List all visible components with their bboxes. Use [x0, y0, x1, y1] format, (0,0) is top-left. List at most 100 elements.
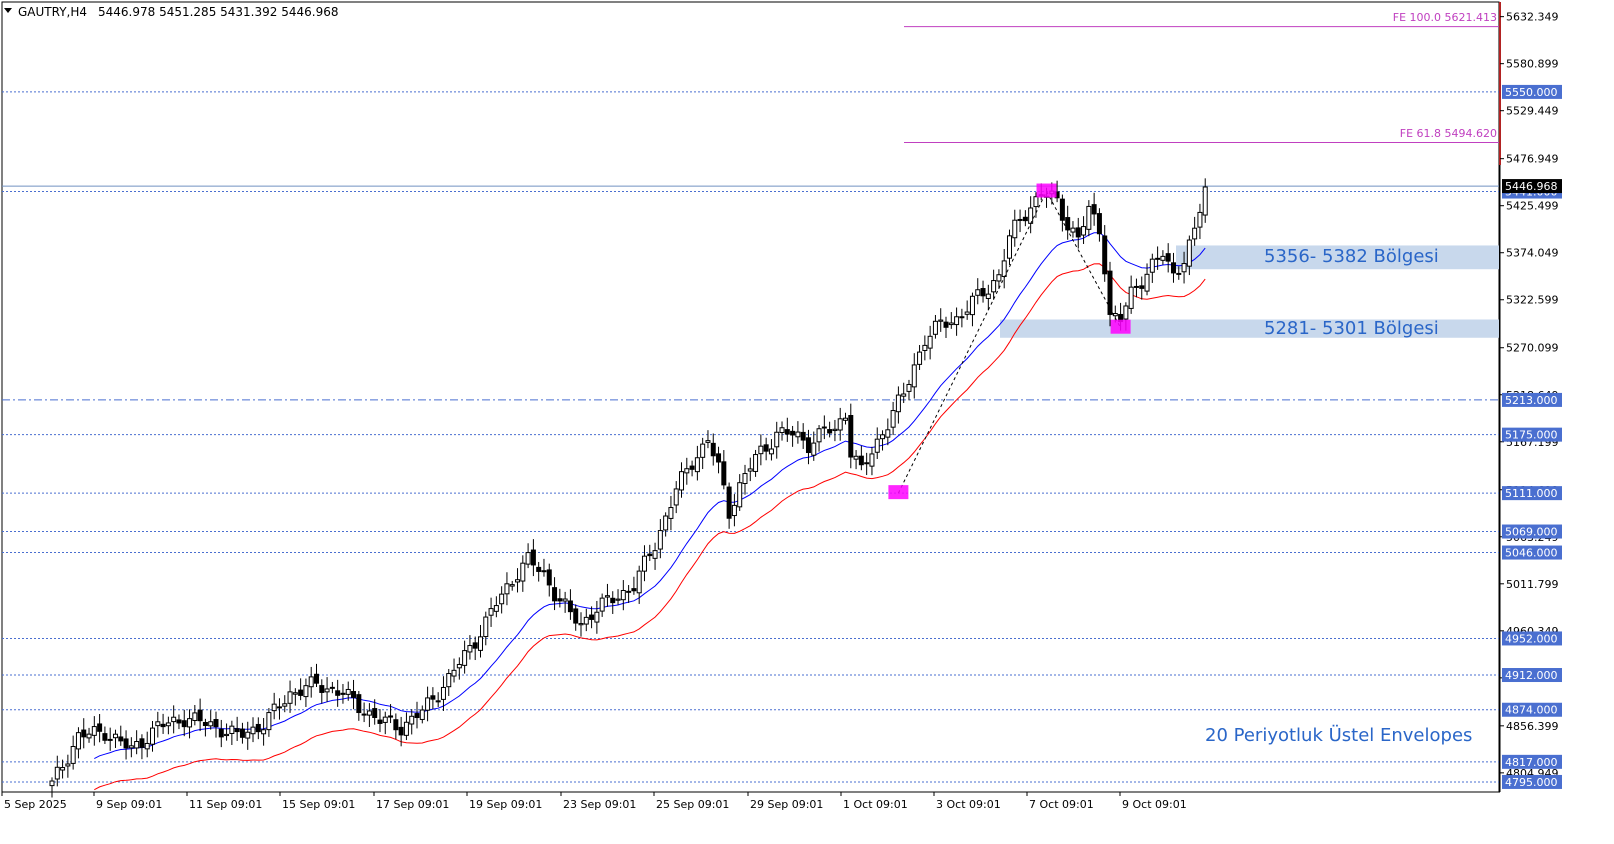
level-tag-label: 4912.000: [1505, 669, 1558, 682]
candle-body: [488, 608, 494, 616]
time-tick-label: 5 Sep 2025: [4, 798, 67, 811]
candle-body: [509, 584, 515, 587]
candle-body: [562, 598, 568, 602]
candle-body: [536, 566, 542, 572]
candle-body: [1160, 255, 1166, 261]
candle-body: [959, 316, 965, 319]
candle-body: [901, 393, 907, 397]
time-axis: 5 Sep 2025 9 Sep 09:01 11 Sep 09:01 15 Sep …: [1, 791, 1500, 811]
candle-body: [652, 550, 658, 559]
candle-body: [673, 488, 679, 506]
candle: [604, 583, 610, 607]
swing-marker-2: [1110, 319, 1131, 334]
candle-body: [303, 685, 309, 698]
candle-body: [821, 426, 827, 429]
current-price-tag-label: 5446.968: [1505, 180, 1558, 193]
candle: [1170, 252, 1176, 283]
candle: [462, 640, 468, 674]
fibo-layer: [904, 26, 1499, 144]
candle: [1160, 250, 1166, 265]
candle-body: [197, 709, 203, 722]
candle: [1165, 243, 1171, 273]
candle-body: [922, 344, 928, 351]
candle-body: [1091, 204, 1097, 215]
candle-body: [1102, 235, 1108, 275]
time-tick-label: 1 Oct 09:01: [843, 798, 908, 811]
candle: [917, 345, 923, 370]
candle: [1102, 225, 1108, 282]
candle-body: [75, 732, 81, 750]
candle: [964, 300, 970, 320]
candle: [54, 755, 60, 787]
candle-body: [641, 555, 647, 572]
candle: [774, 421, 780, 459]
candle: [430, 687, 436, 710]
candle-body: [1033, 196, 1039, 208]
time-tick-label: 15 Sep 09:01: [282, 798, 355, 811]
candle: [874, 427, 880, 459]
candle-body: [208, 721, 214, 727]
candle: [557, 588, 563, 608]
candle: [128, 737, 134, 758]
time-tick-label: 9 Sep 09:01: [96, 798, 162, 811]
candle: [488, 597, 494, 627]
candle: [197, 698, 203, 732]
candle: [790, 425, 796, 447]
candle-body: [351, 691, 357, 698]
candle-body: [356, 694, 362, 714]
candle-body: [150, 727, 156, 745]
candle: [123, 730, 129, 760]
candle: [250, 717, 256, 743]
candle-body: [737, 482, 743, 508]
candle: [366, 703, 372, 727]
candle-body: [245, 731, 251, 739]
candle-body: [377, 719, 383, 724]
candle: [456, 657, 462, 680]
level-tag-bg: [1502, 84, 1562, 99]
candle-body: [604, 595, 610, 598]
candle: [652, 542, 658, 570]
candle: [239, 722, 245, 744]
candle-body: [848, 415, 854, 458]
candle-body: [520, 562, 526, 582]
candle: [1144, 263, 1150, 296]
time-tick-label: 23 Sep 09:01: [563, 798, 636, 811]
fibo-618-label: FE 61.8 5494.620: [1400, 127, 1497, 140]
candle-body: [239, 728, 245, 738]
time-tick-label: 11 Sep 09:01: [189, 798, 262, 811]
level-tag-bg: [1502, 524, 1562, 539]
candle-body: [144, 742, 150, 750]
candle: [1192, 216, 1198, 246]
candle-body: [758, 445, 764, 455]
level-tag-bg: [1502, 774, 1562, 789]
candle: [1086, 200, 1092, 237]
header-menu-icon[interactable]: [4, 8, 12, 13]
candle-body: [419, 709, 425, 720]
candle: [832, 419, 838, 442]
candle-body: [589, 614, 595, 620]
candle: [1012, 209, 1018, 247]
candle: [657, 519, 663, 559]
candle: [271, 692, 277, 720]
level-tag-bg: [1502, 427, 1562, 442]
candle: [567, 589, 573, 620]
candle-body: [631, 588, 637, 592]
candle: [768, 439, 774, 461]
candle: [1006, 229, 1012, 265]
level-tag-bg: [1502, 668, 1562, 683]
candle-body: [1128, 286, 1134, 309]
candle: [65, 754, 71, 778]
candle-body: [361, 713, 367, 716]
price-tick-label: 5374.049: [1506, 247, 1559, 260]
candle: [843, 412, 848, 425]
zone-1-label: 5356- 5382 Bölgesi: [1264, 246, 1439, 267]
candle-body: [287, 691, 293, 704]
candle-body: [187, 718, 193, 728]
candle: [504, 572, 510, 606]
candle: [890, 401, 896, 436]
candle-body: [1001, 260, 1007, 277]
candle: [314, 663, 319, 688]
candle-body: [811, 442, 817, 456]
swing-marker-0: [888, 485, 909, 500]
